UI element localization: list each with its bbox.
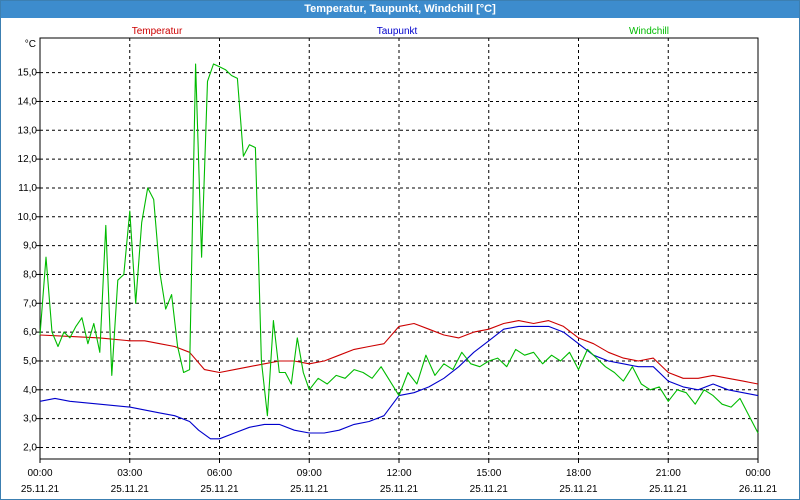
x-tick-date-label: 25.11.21	[380, 484, 419, 495]
y-tick-label: 15,0	[18, 68, 38, 79]
y-tick-label: 11,0	[18, 183, 37, 194]
x-tick-time-label: 18:00	[566, 468, 591, 479]
window-title: Temperatur, Taupunkt, Windchill [°C]	[1, 1, 799, 18]
y-tick-label: 4,0	[23, 385, 37, 396]
chart-axes	[36, 37, 759, 463]
x-tick-time-label: 00:00	[27, 468, 52, 479]
x-tick-time-label: 03:00	[117, 468, 142, 479]
y-tick-label: 7,0	[23, 298, 37, 309]
legend-item-taupunkt: Taupunkt	[377, 26, 418, 37]
x-tick-date-label: 25.11.21	[290, 484, 329, 495]
y-tick-label: 2,0	[23, 442, 37, 453]
y-tick-label: 12,0	[18, 154, 38, 165]
y-axis-unit-label: °C	[25, 39, 36, 50]
x-tick-time-label: 00:00	[745, 468, 770, 479]
plot-frame	[39, 37, 759, 460]
y-tick-label: 8,0	[23, 269, 37, 280]
x-tick-time-label: 15:00	[476, 468, 501, 479]
x-tick-time-label: 12:00	[386, 468, 411, 479]
legend-item-windchill: Windchill	[629, 26, 669, 37]
y-tick-label: 6,0	[23, 327, 37, 338]
x-tick-date-label: 25.11.21	[649, 484, 688, 495]
y-tick-label: 10,0	[18, 212, 38, 223]
chart-labels: 2,0 3,0 4,0 5,0 6,0 7,0 8,0 9,0 10,0 11,0 12,0 13,0…	[18, 39, 778, 495]
series-line-windchill	[39, 63, 759, 434]
x-tick-date-label: 25.11.21	[111, 484, 150, 495]
x-tick-date-label: 25.11.21	[559, 484, 598, 495]
x-tick-time-label: 06:00	[207, 468, 232, 479]
y-tick-label: 9,0	[23, 241, 37, 252]
y-tick-label: 5,0	[23, 356, 37, 367]
series-line-taupunkt	[39, 325, 759, 440]
chart-grid	[40, 38, 758, 459]
x-tick-date-label: 25.11.21	[21, 484, 60, 495]
legend-item-temperatur: Temperatur	[132, 26, 183, 37]
y-tick-label: 13,0	[18, 125, 38, 136]
x-tick-time-label: 21:00	[656, 468, 681, 479]
chart-series	[39, 63, 759, 440]
x-tick-date-label: 25.11.21	[470, 484, 509, 495]
y-tick-label: 3,0	[23, 414, 37, 425]
chart-legend: Temperatur Taupunkt Windchill	[132, 26, 669, 37]
x-tick-date-label: 25.11.21	[200, 484, 239, 495]
x-tick-date-label: 26.11.21	[739, 484, 778, 495]
series-line-temperatur	[39, 320, 759, 385]
y-tick-label: 14,0	[18, 96, 38, 107]
x-tick-time-label: 09:00	[297, 468, 322, 479]
